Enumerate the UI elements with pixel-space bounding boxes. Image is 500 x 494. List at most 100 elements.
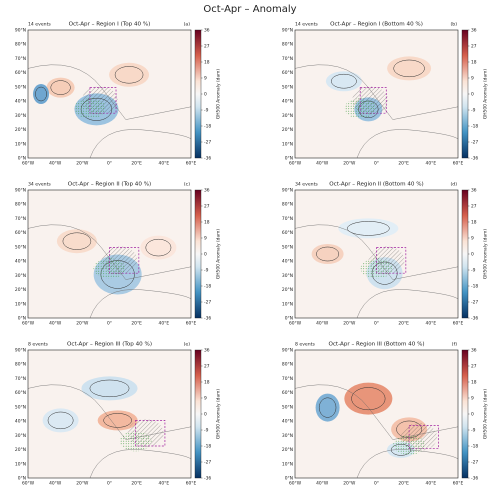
colorbar-tick-label: 27 xyxy=(471,44,477,50)
colorbar-label: GH500 Anomaly (dam) xyxy=(483,229,489,280)
lat-tick-label: 40°N xyxy=(15,419,26,425)
lat-tick-label: 10°N xyxy=(282,141,293,147)
map-frame xyxy=(27,29,192,159)
lat-tick-label: 30°N xyxy=(15,433,26,439)
colorbar-tick-label: -9 xyxy=(204,108,209,114)
event-count: 14 events xyxy=(28,22,51,28)
lat-tick-label: 60°N xyxy=(282,70,293,76)
contour xyxy=(347,221,390,236)
lon-tick-label: 60°E xyxy=(453,481,464,487)
lat-tick-label: 70°N xyxy=(15,216,26,222)
lon-tick-label: 40°E xyxy=(159,481,170,487)
lat-tick-label: 10°N xyxy=(282,301,293,307)
lat-tick-label: 90°N xyxy=(15,28,26,34)
panel-title: Oct-Apr – Region III (Top 40 %) xyxy=(67,342,152,348)
colorbar-tick-label: 27 xyxy=(471,204,477,210)
lat-tick-label: 90°N xyxy=(15,188,26,194)
figure-title: Oct-Apr – Anomaly xyxy=(203,4,296,15)
colorbar-tick-label: 0 xyxy=(204,412,207,418)
lat-tick-label: 20°N xyxy=(282,447,293,453)
target-region xyxy=(359,87,387,114)
lon-tick-label: 0° xyxy=(374,161,379,167)
colorbar-tick-label: -36 xyxy=(471,316,478,322)
lon-tick-label: 60°W xyxy=(289,161,302,167)
colorbar-tick-label: 18 xyxy=(471,380,477,386)
lat-tick-label: 20°N xyxy=(15,447,26,453)
lon-tick-label: 20°W xyxy=(76,481,89,487)
lat-tick-label: 90°N xyxy=(15,348,26,354)
lat-tick-label: 50°N xyxy=(15,244,26,250)
colorbar-tick-label: 36 xyxy=(204,188,210,194)
lon-tick-label: 20°W xyxy=(76,161,89,167)
coastline xyxy=(89,129,191,158)
lat-tick-label: 60°N xyxy=(15,70,26,76)
lon-tick-label: 20°E xyxy=(398,161,409,167)
colorbar-tick-label: 9 xyxy=(471,396,474,402)
panel-title: Oct-Apr – Region II (Bottom 40 %) xyxy=(329,182,423,188)
contour xyxy=(114,66,144,84)
colorbar-tick-label: -27 xyxy=(204,460,211,466)
colorbar-tick-label: -27 xyxy=(471,300,478,306)
colorbar-tick-label: -18 xyxy=(471,124,478,130)
map-panel: 0°N 10°N 20°N 30°N 40°N 50°N 60°N 70°N 80°N 90°N 6… xyxy=(282,22,489,167)
coastline xyxy=(356,289,458,318)
contour xyxy=(145,238,172,257)
colorbar-tick-label: 27 xyxy=(204,44,210,50)
lon-tick-label: 20°W xyxy=(343,321,356,327)
lat-tick-label: 50°N xyxy=(282,84,293,90)
event-count: 8 events xyxy=(295,342,315,348)
lon-tick-label: 20°E xyxy=(131,161,142,167)
colorbar-label: GH500 Anomaly (dam) xyxy=(216,229,222,280)
event-count: 14 events xyxy=(295,22,318,28)
coastline xyxy=(295,384,458,440)
event-count: 8 events xyxy=(28,342,48,348)
panel-title: Oct-Apr – Region I (Bottom 40 %) xyxy=(330,22,423,28)
lon-tick-label: 20°E xyxy=(131,481,142,487)
panel-letter: (d) xyxy=(450,182,457,188)
colorbar-tick-label: 0 xyxy=(204,252,207,258)
target-region xyxy=(408,425,439,449)
map-content xyxy=(295,350,458,478)
event-count: 34 events xyxy=(295,182,318,188)
lat-tick-label: 30°N xyxy=(282,113,293,119)
coastline xyxy=(89,449,191,478)
lon-tick-label: 60°E xyxy=(186,481,197,487)
lon-tick-label: 20°E xyxy=(131,321,142,327)
lat-tick-label: 50°N xyxy=(15,404,26,410)
lon-tick-label: 20°E xyxy=(398,481,409,487)
lon-tick-label: 0° xyxy=(374,321,379,327)
colorbar-tick-label: 36 xyxy=(471,28,477,34)
lat-tick-label: 10°N xyxy=(282,461,293,467)
map-content xyxy=(295,190,458,318)
colorbar-tick-label: 27 xyxy=(204,204,210,210)
lon-tick-label: 60°W xyxy=(22,161,35,167)
lat-tick-label: 40°N xyxy=(282,259,293,265)
lat-tick-label: 50°N xyxy=(282,244,293,250)
lon-tick-label: 40°E xyxy=(426,161,437,167)
lat-tick-label: 30°N xyxy=(282,433,293,439)
colorbar xyxy=(194,349,202,479)
contour xyxy=(316,246,340,262)
colorbar-tick-label: -9 xyxy=(204,428,209,434)
contour xyxy=(47,411,74,430)
lon-tick-label: 40°W xyxy=(49,481,62,487)
colorbar-tick-label: -18 xyxy=(471,444,478,450)
lon-tick-label: 20°W xyxy=(343,481,356,487)
lat-tick-label: 90°N xyxy=(282,348,293,354)
lat-tick-label: 20°N xyxy=(282,287,293,293)
lat-tick-label: 0°N xyxy=(285,316,293,322)
lon-tick-label: 60°E xyxy=(453,161,464,167)
lat-tick-label: 40°N xyxy=(282,99,293,105)
contour xyxy=(62,232,92,250)
coastline xyxy=(89,289,191,318)
lat-tick-label: 70°N xyxy=(15,56,26,62)
stippling xyxy=(73,98,106,119)
lat-tick-label: 70°N xyxy=(15,376,26,382)
colorbar-tick-label: 36 xyxy=(204,348,210,354)
map-panel: 0°N 10°N 20°N 30°N 40°N 50°N 60°N 70°N 80°N 90°N 6… xyxy=(282,182,489,327)
lat-tick-label: 0°N xyxy=(18,476,26,482)
contour xyxy=(50,80,71,95)
lon-tick-label: 40°E xyxy=(426,481,437,487)
colorbar-tick-label: 36 xyxy=(471,348,477,354)
lon-tick-label: 0° xyxy=(107,321,112,327)
